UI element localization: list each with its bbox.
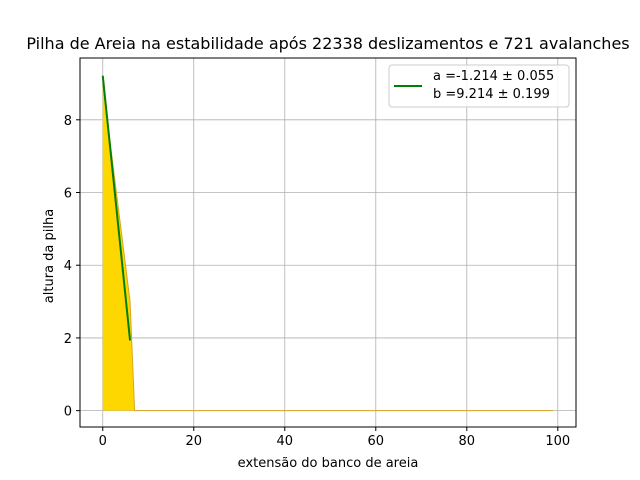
x-tick-label: 80 xyxy=(459,434,476,449)
plot-area: 0 20 40 60 80 100 0 2 4 6 8 xyxy=(64,57,577,449)
legend: a =-1.214 ± 0.055 b =9.214 ± 0.199 xyxy=(388,64,570,108)
y-tick-label: 6 xyxy=(64,187,72,202)
axes-frame xyxy=(79,57,577,428)
legend-label-a: a =-1.214 ± 0.055 xyxy=(433,69,554,84)
x-tick-label: 60 xyxy=(368,434,385,449)
legend-label-b: b =9.214 ± 0.199 xyxy=(433,87,550,102)
y-tick-label: 4 xyxy=(64,259,72,274)
x-tick-label: 0 xyxy=(99,434,107,449)
x-tick-label: 20 xyxy=(185,434,202,449)
x-tick-label: 40 xyxy=(276,434,293,449)
y-tick-label: 0 xyxy=(64,405,72,420)
legend-box xyxy=(388,64,570,108)
y-tick-label: 2 xyxy=(64,332,72,347)
fit-line xyxy=(101,75,132,341)
y-tick-label: 8 xyxy=(64,114,72,129)
x-tick-label: 100 xyxy=(545,434,570,449)
y-axis-label: altura da pilha xyxy=(42,209,57,303)
chart-title: Pilha de Areia na estabilidade após 2233… xyxy=(26,34,629,53)
x-axis-label: extensão do banco de areia xyxy=(238,456,419,471)
